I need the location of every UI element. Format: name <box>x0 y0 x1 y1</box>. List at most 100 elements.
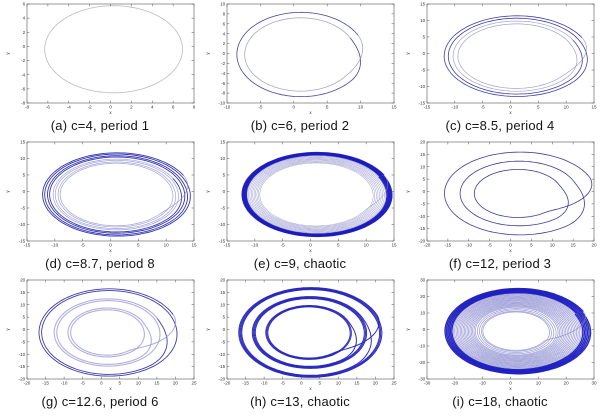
svg-text:15: 15 <box>391 105 397 110</box>
svg-text:y: y <box>205 328 210 331</box>
svg-text:15: 15 <box>420 2 426 7</box>
svg-text:20: 20 <box>373 381 379 386</box>
svg-text:y: y <box>5 328 10 331</box>
svg-text:10: 10 <box>336 381 342 386</box>
svg-text:-8: -8 <box>21 101 26 106</box>
svg-text:-15: -15 <box>419 226 426 231</box>
svg-text:5: 5 <box>137 243 140 248</box>
svg-text:5: 5 <box>423 35 426 40</box>
svg-text:5: 5 <box>537 105 540 110</box>
svg-text:-5: -5 <box>21 339 26 344</box>
svg-text:x: x <box>109 386 112 391</box>
phase-plot-e: -15 -10 -5 0 5 10 15 -15 -10 -5 0 5 10 15 x y <box>205 140 397 253</box>
svg-text:0: 0 <box>100 381 103 386</box>
phase-plot-g: -20 -15 -10 -5 0 5 10 15 20 25 -20 -15 -10 -5 0 5 10 15 20… <box>5 278 197 391</box>
svg-text:-5: -5 <box>481 105 486 110</box>
caption-b: (b) c=6, period 2 <box>250 118 350 133</box>
subplot-b: -10 -5 0 5 10 15 -10 -8 -6 -4 -2 0 2 4 6 8 10 x y (b) c=6,… <box>200 1 400 139</box>
svg-text:0: 0 <box>293 105 296 110</box>
phase-plot-d: -15 -10 -5 0 5 10 15 -15 -10 -5 0 5 10 15 x y <box>5 140 197 253</box>
svg-text:x: x <box>309 386 312 391</box>
svg-text:-10: -10 <box>52 243 59 248</box>
svg-text:-5: -5 <box>81 381 86 386</box>
svg-text:-20: -20 <box>419 239 426 244</box>
svg-text:-5: -5 <box>21 206 26 211</box>
svg-text:-5: -5 <box>81 243 86 248</box>
svg-text:-10: -10 <box>19 352 26 357</box>
svg-text:10: 10 <box>164 243 170 248</box>
svg-text:-10: -10 <box>419 84 426 89</box>
svg-text:5: 5 <box>223 173 226 178</box>
svg-text:2: 2 <box>223 41 226 46</box>
svg-text:10: 10 <box>20 156 26 161</box>
svg-text:0: 0 <box>109 105 112 110</box>
svg-text:-30: -30 <box>424 381 431 386</box>
svg-text:x: x <box>509 386 512 391</box>
svg-text:20: 20 <box>20 278 26 283</box>
svg-text:0: 0 <box>109 243 112 248</box>
svg-text:15: 15 <box>191 243 197 248</box>
subplot-d: -15 -10 -5 0 5 10 15 -15 -10 -5 0 5 10 15 x y (d) c=8.7… <box>0 139 200 277</box>
svg-text:0: 0 <box>223 327 226 332</box>
svg-text:-15: -15 <box>242 381 249 386</box>
svg-text:x: x <box>309 110 312 115</box>
svg-text:5: 5 <box>318 381 321 386</box>
svg-text:15: 15 <box>391 243 397 248</box>
svg-text:-15: -15 <box>419 101 426 106</box>
svg-text:8: 8 <box>223 12 226 17</box>
svg-text:-15: -15 <box>19 239 26 244</box>
svg-text:-10: -10 <box>219 352 226 357</box>
svg-text:10: 10 <box>220 302 226 307</box>
svg-text:-5: -5 <box>488 243 493 248</box>
svg-text:0: 0 <box>509 243 512 248</box>
phase-plot-f: -20 -15 -10 -5 0 5 10 15 20 -20 -15 -10 -5 0 5 10 15 20 x y <box>405 140 597 253</box>
svg-text:-15: -15 <box>445 243 452 248</box>
svg-text:-10: -10 <box>224 105 231 110</box>
svg-text:20: 20 <box>564 381 570 386</box>
caption-g: (g) c=12.6, period 6 <box>41 394 159 409</box>
svg-text:0: 0 <box>300 381 303 386</box>
svg-text:y: y <box>205 52 210 55</box>
svg-text:-20: -20 <box>219 377 226 382</box>
svg-text:20: 20 <box>420 140 426 145</box>
svg-text:x: x <box>109 110 112 115</box>
svg-text:-10: -10 <box>419 214 426 219</box>
svg-text:0: 0 <box>23 44 26 49</box>
caption-a: (a) c=4, period 1 <box>50 118 150 133</box>
svg-text:15: 15 <box>154 381 160 386</box>
svg-text:5: 5 <box>530 243 533 248</box>
svg-text:15: 15 <box>220 290 226 295</box>
subplot-g: -20 -15 -10 -5 0 5 10 15 20 25 -20 -15 -10 -5 0 5 10 15 20… <box>0 277 200 415</box>
svg-text:-15: -15 <box>424 105 431 110</box>
svg-text:-10: -10 <box>252 243 259 248</box>
svg-text:-5: -5 <box>221 206 226 211</box>
svg-text:25: 25 <box>191 381 197 386</box>
svg-text:20: 20 <box>591 243 597 248</box>
svg-text:-10: -10 <box>419 344 426 349</box>
svg-text:10: 10 <box>536 381 542 386</box>
svg-text:10: 10 <box>420 164 426 169</box>
svg-text:0: 0 <box>423 327 426 332</box>
svg-text:20: 20 <box>220 278 226 283</box>
svg-text:-20: -20 <box>424 243 431 248</box>
svg-text:-20: -20 <box>19 377 26 382</box>
svg-text:6: 6 <box>172 105 175 110</box>
svg-text:-10: -10 <box>61 381 68 386</box>
svg-text:-5: -5 <box>281 381 286 386</box>
svg-text:-8: -8 <box>25 105 30 110</box>
svg-text:10: 10 <box>20 302 26 307</box>
svg-text:-10: -10 <box>452 105 459 110</box>
svg-text:-5: -5 <box>281 243 286 248</box>
svg-text:15: 15 <box>591 105 597 110</box>
svg-text:y: y <box>405 52 410 55</box>
svg-text:-15: -15 <box>219 364 226 369</box>
svg-text:-6: -6 <box>221 81 226 86</box>
caption-i: (i) c=18, chaotic <box>452 394 548 409</box>
svg-text:-10: -10 <box>219 222 226 227</box>
svg-text:0: 0 <box>423 51 426 56</box>
svg-text:5: 5 <box>223 315 226 320</box>
svg-text:2: 2 <box>23 30 26 35</box>
svg-text:0: 0 <box>509 381 512 386</box>
subplot-e: -15 -10 -5 0 5 10 15 -15 -10 -5 0 5 10 15 x y (e) c=9, … <box>200 139 400 277</box>
svg-text:-15: -15 <box>224 243 231 248</box>
